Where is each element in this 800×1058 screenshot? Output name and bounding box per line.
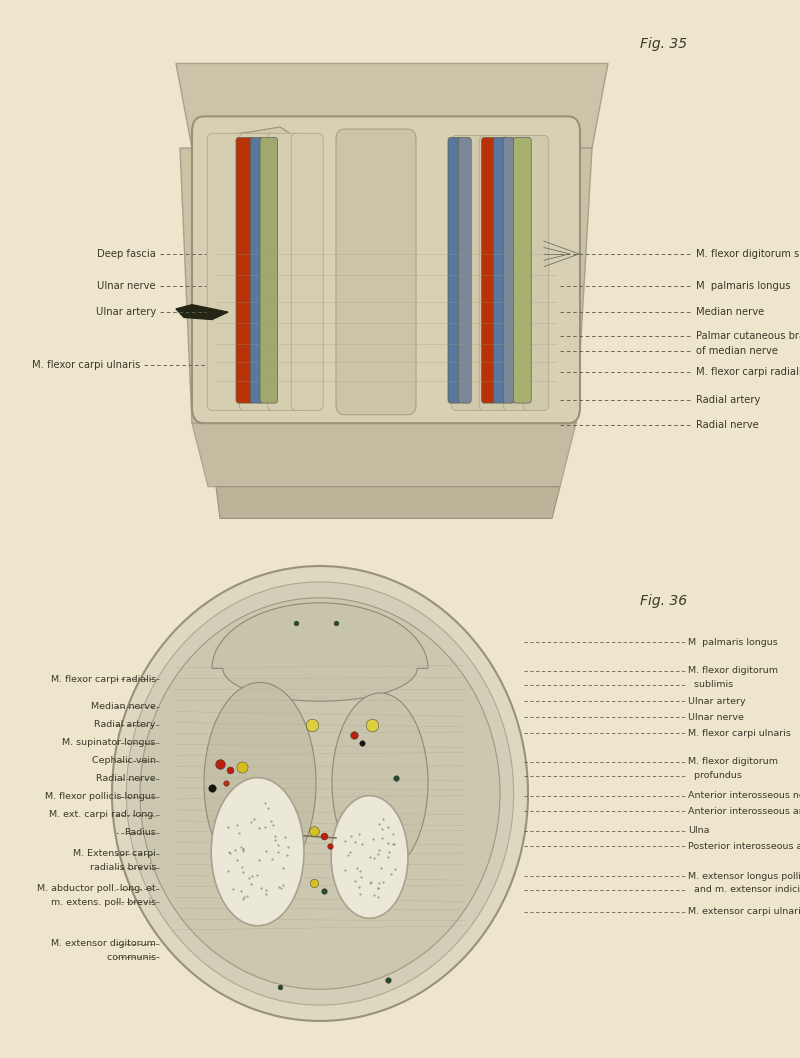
FancyBboxPatch shape — [250, 138, 263, 403]
Text: and m. extensor indicis: and m. extensor indicis — [688, 886, 800, 894]
Text: M. ext. carpi rad. long.: M. ext. carpi rad. long. — [49, 810, 156, 819]
Text: sublimis: sublimis — [688, 680, 733, 689]
Text: M. flexor carpi radialis: M. flexor carpi radialis — [50, 675, 156, 683]
FancyBboxPatch shape — [503, 135, 533, 411]
Ellipse shape — [332, 693, 428, 873]
FancyBboxPatch shape — [479, 135, 511, 411]
Ellipse shape — [126, 582, 514, 1005]
Text: M  palmaris longus: M palmaris longus — [696, 280, 790, 291]
Text: M. extensor longus pollicis: M. extensor longus pollicis — [688, 872, 800, 880]
Polygon shape — [192, 423, 576, 487]
Text: Median nerve: Median nerve — [696, 307, 764, 317]
Text: Deep fascia: Deep fascia — [97, 249, 156, 259]
Text: Fig. 35: Fig. 35 — [640, 37, 687, 51]
Text: Radial nerve: Radial nerve — [96, 774, 156, 783]
Text: M. flexor carpi ulnaris: M. flexor carpi ulnaris — [688, 729, 791, 737]
Text: profundus: profundus — [688, 771, 742, 780]
Text: Ulnar artery: Ulnar artery — [96, 307, 156, 317]
Text: M. flexor digitorum: M. flexor digitorum — [688, 758, 778, 766]
Ellipse shape — [211, 778, 304, 926]
Text: Radial artery: Radial artery — [696, 395, 760, 405]
Polygon shape — [208, 127, 296, 169]
Text: Anterior interosseous nerve: Anterior interosseous nerve — [688, 791, 800, 800]
FancyBboxPatch shape — [336, 129, 416, 415]
Text: M. extensor digitorum: M. extensor digitorum — [51, 940, 156, 948]
FancyBboxPatch shape — [458, 138, 471, 403]
FancyBboxPatch shape — [448, 138, 461, 403]
Text: Median nerve: Median nerve — [91, 703, 156, 711]
Text: M. extensor carpi ulnaris: M. extensor carpi ulnaris — [688, 908, 800, 916]
Text: radialis brevis: radialis brevis — [83, 863, 156, 872]
FancyBboxPatch shape — [192, 116, 580, 423]
Text: m. extens. poll. brevis: m. extens. poll. brevis — [45, 898, 156, 907]
Text: Fig. 36: Fig. 36 — [640, 595, 687, 608]
FancyBboxPatch shape — [494, 138, 506, 403]
Text: communis: communis — [101, 953, 156, 962]
Text: Radius: Radius — [124, 828, 156, 837]
Text: M. flexor digitorum: M. flexor digitorum — [688, 667, 778, 675]
Text: M. Extensor carpi: M. Extensor carpi — [74, 850, 156, 858]
Ellipse shape — [204, 682, 316, 883]
Text: M. flexor carpi radialis: M. flexor carpi radialis — [696, 367, 800, 378]
Text: Ulnar nerve: Ulnar nerve — [98, 280, 156, 291]
FancyBboxPatch shape — [239, 133, 274, 411]
Text: M. supinator longus: M. supinator longus — [62, 738, 156, 747]
Ellipse shape — [112, 566, 528, 1021]
Text: Ulnar nerve: Ulnar nerve — [688, 713, 744, 722]
Text: Radial nerve: Radial nerve — [696, 420, 758, 431]
Polygon shape — [212, 603, 428, 701]
Text: Ulna: Ulna — [688, 826, 710, 835]
FancyBboxPatch shape — [236, 138, 254, 403]
Polygon shape — [180, 148, 592, 423]
Ellipse shape — [140, 598, 500, 989]
Text: M. flexor digitorum sublim.: M. flexor digitorum sublim. — [696, 249, 800, 259]
FancyBboxPatch shape — [260, 138, 278, 403]
FancyBboxPatch shape — [267, 133, 301, 411]
Text: M. flexor carpi ulnaris: M. flexor carpi ulnaris — [32, 360, 140, 370]
FancyBboxPatch shape — [514, 138, 531, 403]
FancyBboxPatch shape — [291, 133, 323, 411]
Polygon shape — [176, 63, 608, 148]
FancyBboxPatch shape — [451, 135, 485, 411]
Polygon shape — [176, 305, 228, 320]
Text: M. flexor pollicis longus: M. flexor pollicis longus — [45, 792, 156, 801]
Ellipse shape — [331, 796, 408, 918]
FancyBboxPatch shape — [482, 138, 496, 403]
Text: Radial artery: Radial artery — [94, 720, 156, 729]
Text: Anterior interosseous artery: Anterior interosseous artery — [688, 807, 800, 816]
Text: M  palmaris longus: M palmaris longus — [688, 638, 778, 646]
FancyBboxPatch shape — [207, 133, 247, 411]
Text: of median nerve: of median nerve — [696, 346, 778, 357]
Polygon shape — [216, 487, 560, 518]
Text: Posterior interosseous artery: Posterior interosseous artery — [688, 842, 800, 851]
Text: Cephalic vein: Cephalic vein — [92, 756, 156, 765]
Text: Ulnar artery: Ulnar artery — [688, 697, 746, 706]
FancyBboxPatch shape — [523, 135, 549, 411]
Text: Palmar cutaneous branch: Palmar cutaneous branch — [696, 331, 800, 342]
Text: M. abductor poll. long. et: M. abductor poll. long. et — [38, 884, 156, 893]
FancyBboxPatch shape — [503, 138, 514, 403]
